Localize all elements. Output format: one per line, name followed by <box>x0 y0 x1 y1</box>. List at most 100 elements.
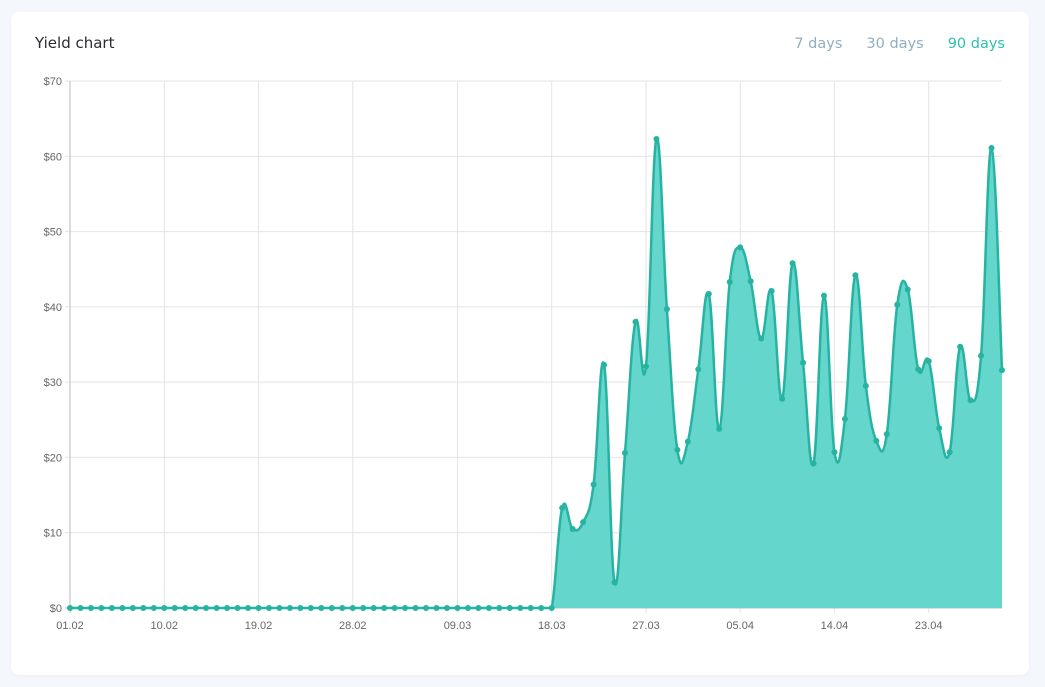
data-point <box>737 244 744 251</box>
data-point <box>632 318 639 325</box>
x-tick-label: 19.02 <box>245 620 273 632</box>
data-point <box>328 605 335 611</box>
data-point <box>747 278 754 285</box>
y-tick-label: $10 <box>44 528 62 540</box>
data-point <box>705 291 712 298</box>
data-point <box>87 605 94 611</box>
y-tick-label: $60 <box>44 151 62 163</box>
data-point <box>402 605 409 611</box>
y-tick-label: $30 <box>44 377 62 389</box>
data-point <box>988 145 995 152</box>
range-30-days[interactable]: 30 days <box>866 36 924 52</box>
data-point <box>171 605 178 611</box>
data-point <box>716 425 723 432</box>
data-point <box>967 397 974 404</box>
range-90-days[interactable]: 90 days <box>947 36 1005 52</box>
data-point <box>800 359 807 366</box>
data-point <box>485 605 492 611</box>
data-point <box>768 288 775 295</box>
card-title: Yield chart <box>35 34 115 52</box>
data-point <box>915 366 922 373</box>
data-point <box>161 605 168 611</box>
data-point <box>978 352 985 359</box>
data-point <box>67 605 73 611</box>
x-tick-label: 23.04 <box>915 620 943 632</box>
data-point <box>98 605 105 611</box>
x-tick-label: 27.03 <box>632 620 660 632</box>
data-point <box>381 605 388 611</box>
data-point <box>423 605 430 611</box>
data-point <box>454 605 461 611</box>
data-point <box>506 605 513 611</box>
x-tick-label: 05.04 <box>726 620 754 632</box>
data-point <box>224 605 231 611</box>
data-point <box>590 481 597 488</box>
area-fill <box>70 138 1002 608</box>
data-point <box>580 519 587 526</box>
data-point <box>559 504 566 511</box>
data-point <box>245 605 252 611</box>
data-point <box>265 605 272 611</box>
data-point <box>339 605 346 611</box>
data-point <box>213 605 220 611</box>
data-point <box>789 260 796 267</box>
data-point <box>464 605 471 611</box>
range-selector: 7 days 30 days 90 days <box>794 36 1005 52</box>
data-point <box>601 361 608 368</box>
data-point <box>883 431 890 438</box>
data-point <box>862 382 869 389</box>
y-tick-label: $70 <box>44 76 62 88</box>
data-point <box>925 358 932 365</box>
data-point <box>548 605 555 611</box>
data-point <box>726 279 733 286</box>
data-point <box>276 605 283 611</box>
data-point <box>674 446 681 453</box>
x-tick-label: 09.03 <box>444 620 472 632</box>
y-tick-label: $20 <box>44 452 62 464</box>
data-point <box>443 605 450 611</box>
data-point <box>318 605 325 611</box>
data-point <box>234 605 241 611</box>
data-point <box>999 367 1005 374</box>
data-point <box>150 605 157 611</box>
data-point <box>255 605 262 611</box>
data-point <box>349 605 356 611</box>
data-point <box>192 605 199 611</box>
data-point <box>684 438 691 445</box>
data-point <box>286 605 293 611</box>
data-point <box>695 366 702 373</box>
data-point <box>852 272 859 279</box>
data-point <box>831 449 838 456</box>
data-point <box>904 286 911 293</box>
data-point <box>391 605 398 611</box>
data-point <box>820 292 827 299</box>
y-tick-label: $0 <box>50 603 62 615</box>
range-7-days[interactable]: 7 days <box>794 36 843 52</box>
data-point <box>182 605 189 611</box>
data-point <box>653 135 660 142</box>
data-point <box>936 425 943 432</box>
data-point <box>873 437 880 444</box>
data-point <box>517 605 524 611</box>
data-point <box>433 605 440 611</box>
x-tick-label: 14.04 <box>821 620 849 632</box>
data-point <box>77 605 84 611</box>
data-point <box>779 395 786 402</box>
x-tick-label: 01.02 <box>56 620 84 632</box>
x-tick-label: 10.02 <box>150 620 178 632</box>
data-point <box>527 605 534 611</box>
data-point <box>412 605 419 611</box>
data-point <box>663 306 670 313</box>
data-point <box>119 605 126 611</box>
y-tick-label: $50 <box>44 227 62 239</box>
data-point <box>622 449 629 456</box>
x-tick-label: 18.03 <box>538 620 566 632</box>
data-point <box>370 605 377 611</box>
data-point <box>894 301 901 308</box>
data-point <box>360 605 367 611</box>
data-point <box>203 605 210 611</box>
data-point <box>642 363 649 370</box>
data-point <box>946 449 953 456</box>
data-point <box>475 605 482 611</box>
